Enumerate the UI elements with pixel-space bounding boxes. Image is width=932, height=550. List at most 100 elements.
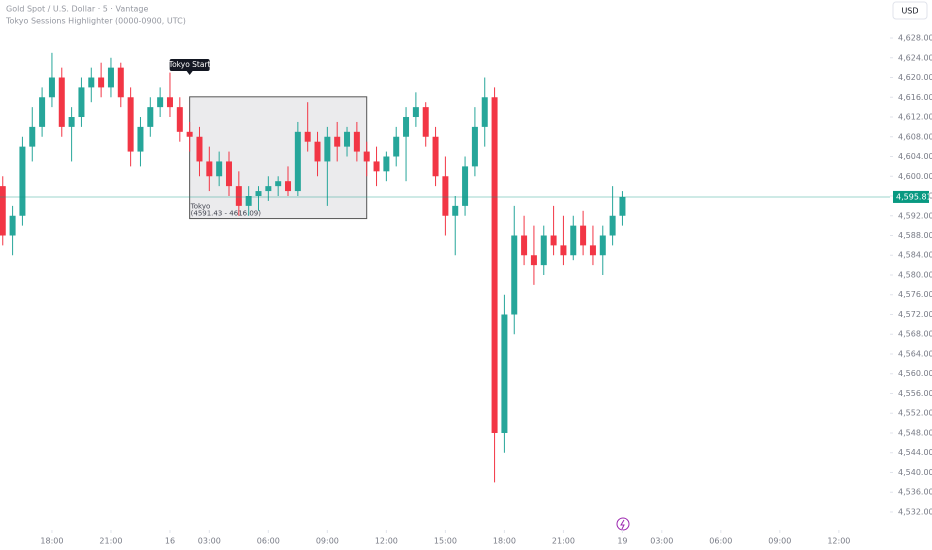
y-tick-label: 4,552.00 xyxy=(898,409,932,418)
candle-body xyxy=(560,245,567,256)
candle-body xyxy=(9,215,16,236)
y-tick-label: 4,556.00 xyxy=(898,389,932,398)
y-tick-label: 4,540.00 xyxy=(898,468,932,477)
session-label: Tokyo xyxy=(190,203,211,211)
x-tick-label: 18:00 xyxy=(493,537,516,546)
candle-body xyxy=(619,196,626,216)
candle-body xyxy=(147,107,154,127)
session-box xyxy=(189,96,368,220)
y-tick-label: 4,576.00 xyxy=(898,290,932,299)
x-tick-label: 21:00 xyxy=(99,537,122,546)
candle-body xyxy=(580,225,587,246)
x-tick-label: 18:00 xyxy=(40,537,63,546)
candle-body xyxy=(157,97,164,108)
x-tick-label: 19 xyxy=(617,537,627,546)
x-tick-label: 03:00 xyxy=(198,537,221,546)
candle-body xyxy=(127,97,134,152)
x-tick-label: 21:00 xyxy=(552,537,575,546)
event-bolt xyxy=(620,519,625,530)
candle-body xyxy=(88,77,95,88)
candle-body xyxy=(442,176,449,216)
candle-body xyxy=(255,191,262,197)
candle-body xyxy=(245,196,252,206)
candle-body xyxy=(216,161,223,177)
candle-body xyxy=(166,97,173,108)
y-tick-label: 4,584.00 xyxy=(898,251,932,260)
y-tick-label: 4,608.00 xyxy=(898,132,932,141)
candle-body xyxy=(29,126,36,147)
y-tick-label: 4,580.00 xyxy=(898,270,932,279)
annotation-pointer xyxy=(186,71,193,75)
candle-body xyxy=(570,225,577,256)
x-tick-label: 12:00 xyxy=(827,537,850,546)
candle-body xyxy=(334,136,341,147)
candle-body xyxy=(609,215,616,236)
candle-body xyxy=(58,77,65,127)
annotation-box xyxy=(169,59,210,71)
candle-body xyxy=(589,245,596,256)
candle-body xyxy=(206,161,213,177)
y-tick-label: 4,532.00 xyxy=(898,507,932,516)
candle-body xyxy=(373,161,380,172)
last-price-label: 4,595.81 xyxy=(896,192,932,201)
x-tick-label: 03:00 xyxy=(650,537,673,546)
y-tick-label: 4,588.00 xyxy=(898,231,932,240)
y-tick-label: 4,544.00 xyxy=(898,448,932,457)
y-tick-label: 4,628.00 xyxy=(898,34,932,43)
y-tick-label: 4,592.00 xyxy=(898,211,932,220)
candle-body xyxy=(452,205,459,216)
y-tick-label: 4,604.00 xyxy=(898,152,932,161)
last-price-badge xyxy=(893,190,929,203)
candle-body xyxy=(275,181,282,187)
y-tick-label: 4,560.00 xyxy=(898,369,932,378)
candle-body xyxy=(353,131,360,152)
y-tick-label: 4,568.00 xyxy=(898,330,932,339)
candle-body xyxy=(314,141,321,162)
candle-body xyxy=(107,67,114,88)
candle-body xyxy=(432,136,439,177)
candle-body xyxy=(304,131,311,142)
session-range-label: (4591.43 - 4616.09) xyxy=(191,210,262,218)
candle-body xyxy=(403,117,410,137)
x-tick-label: 09:00 xyxy=(768,537,791,546)
candle-body xyxy=(412,107,419,118)
x-tick-label: 15:00 xyxy=(434,537,457,546)
candle-body xyxy=(462,166,469,206)
candle-body xyxy=(225,161,232,187)
candle-body xyxy=(540,235,547,266)
y-tick-label: 4,612.00 xyxy=(898,113,932,122)
candle-body xyxy=(117,67,124,98)
candle-body xyxy=(481,97,488,127)
candle-body xyxy=(285,181,292,192)
event-icon[interactable] xyxy=(616,517,630,531)
candle-body xyxy=(196,136,203,162)
candle-body xyxy=(363,151,370,162)
y-tick-label: 4,564.00 xyxy=(898,349,932,358)
candle-body xyxy=(186,131,193,137)
candle-body xyxy=(501,314,508,433)
candle-body xyxy=(344,131,351,147)
candle-body xyxy=(521,235,528,256)
candle-body xyxy=(550,235,557,246)
candle-body xyxy=(39,97,46,127)
candle-body xyxy=(530,255,537,266)
candle-body xyxy=(471,126,478,167)
candle-body xyxy=(235,186,242,206)
currency-button[interactable] xyxy=(892,1,928,20)
x-tick-label: 12:00 xyxy=(375,537,398,546)
candle-body xyxy=(393,136,400,157)
currency-label[interactable]: USD xyxy=(901,7,918,16)
candle-body xyxy=(176,107,183,132)
candle-body xyxy=(0,186,6,236)
candle-body xyxy=(19,146,26,216)
candle-body xyxy=(491,97,498,433)
x-tick-label: 09:00 xyxy=(316,537,339,546)
y-tick-label: 4,624.00 xyxy=(898,53,932,62)
annotation-label: Tokyo Start xyxy=(168,60,211,69)
y-tick-label: 4,616.00 xyxy=(898,93,932,102)
x-tick-label: 16 xyxy=(165,537,175,546)
candle-body xyxy=(294,131,301,192)
chart-subtitle: Tokyo Sessions Highlighter (0000-0900, U… xyxy=(5,17,186,26)
candle-body xyxy=(137,126,144,152)
